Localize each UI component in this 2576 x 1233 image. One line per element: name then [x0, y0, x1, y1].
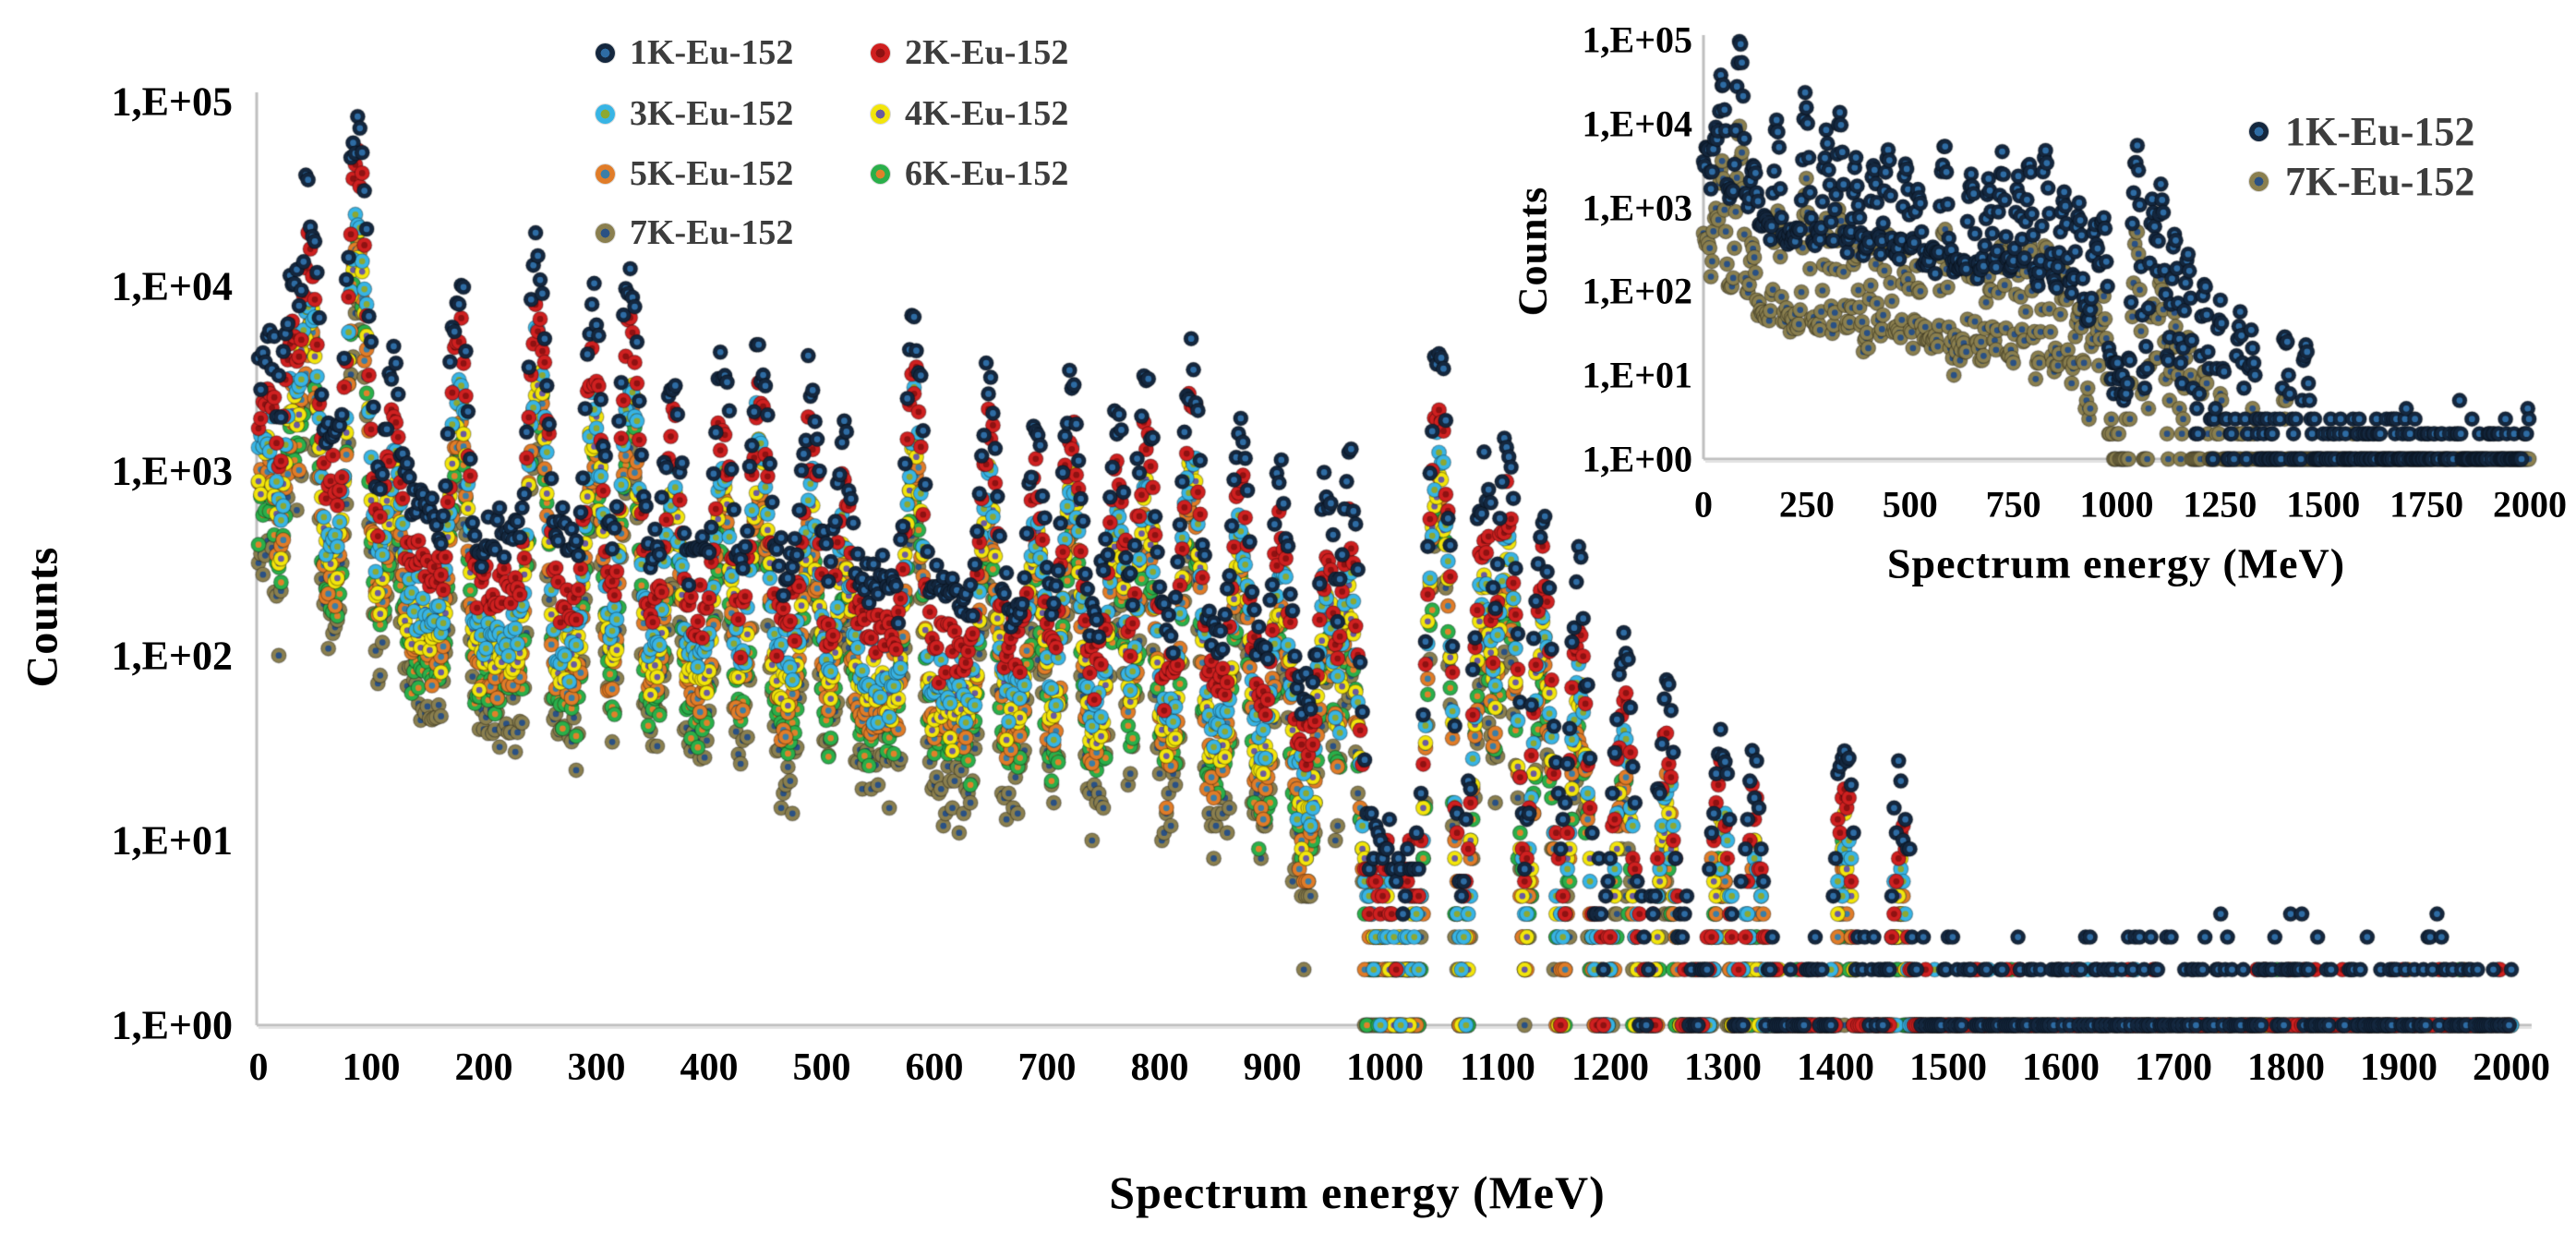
main-x-tick-label: 100: [342, 1046, 401, 1089]
inset-x-axis-title: Spectrum energy (MeV): [1886, 539, 2346, 587]
inset-x-tick-label: 2000: [2493, 483, 2567, 526]
legend-item-2k: 2K-Eu-152: [871, 30, 1068, 75]
main-y-axis-title: Counts: [18, 546, 67, 688]
main-x-tick-label: 1200: [1571, 1046, 1649, 1089]
inset-y-tick-label: 1,E+01: [1582, 354, 1692, 396]
series-marker-icon: [2249, 121, 2269, 141]
main-x-tick-label: 1900: [2360, 1046, 2438, 1089]
main-y-tick-label: 1,E+01: [111, 817, 233, 864]
main-x-tick-label: 0: [248, 1046, 269, 1089]
legend-label: 7K-Eu-152: [2285, 158, 2475, 204]
inset-y-tick-label: 1,E+04: [1582, 103, 1692, 145]
legend-item-5k: 5K-Eu-152: [596, 151, 793, 196]
legend-item-3k: 3K-Eu-152: [596, 91, 793, 136]
legend-label: 7K-Eu-152: [630, 213, 794, 252]
inset-legend-item-1k: 1K-Eu-152: [2249, 108, 2475, 154]
main-x-axis-title: Spectrum energy (MeV): [1109, 1167, 1606, 1218]
series-marker-icon: [596, 42, 615, 63]
inset-x-tick-label: 1750: [2389, 483, 2464, 526]
series-marker-icon: [871, 163, 890, 184]
legend-label: 4K-Eu-152: [905, 94, 1069, 133]
legend-label: 3K-Eu-152: [630, 94, 794, 133]
inset-y-tick-label: 1,E+05: [1582, 18, 1692, 61]
inset-y-tick-label: 1,E+00: [1582, 438, 1692, 480]
inset-y-axis-title: Counts: [1510, 186, 1556, 317]
main-y-tick-label: 1,E+00: [111, 1002, 233, 1048]
series-marker-icon: [596, 103, 615, 124]
legend-label: 2K-Eu-152: [905, 33, 1069, 72]
legend-label: 5K-Eu-152: [630, 154, 794, 193]
legend-item-1k: 1K-Eu-152: [596, 30, 793, 75]
legend-item-7k: 7K-Eu-152: [596, 211, 793, 255]
main-x-tick-label: 600: [905, 1046, 964, 1089]
legend-label: 1K-Eu-152: [630, 33, 794, 72]
series-marker-icon: [871, 103, 890, 124]
main-x-tick-label: 900: [1243, 1046, 1302, 1089]
main-x-tick-label: 1000: [1346, 1046, 1424, 1089]
legend-item-4k: 4K-Eu-152: [871, 91, 1068, 136]
main-y-tick-label: 1,E+05: [111, 79, 233, 125]
inset-x-tick-label: 0: [1694, 483, 1713, 526]
main-x-tick-label: 500: [792, 1046, 851, 1089]
inset-x-tick-label: 1500: [2286, 483, 2361, 526]
main-x-tick-label: 300: [567, 1046, 626, 1089]
series-marker-icon: [596, 223, 615, 243]
inset-x-tick-label: 250: [1778, 483, 1835, 526]
main-x-tick-label: 800: [1130, 1046, 1189, 1089]
main-x-tick-label: 1400: [1797, 1046, 1874, 1089]
legend-item-6k: 6K-Eu-152: [871, 151, 1068, 196]
main-x-tick-label: 2000: [2473, 1046, 2550, 1089]
legend-label: 1K-Eu-152: [2285, 108, 2475, 154]
main-x-tick-label: 1600: [2022, 1046, 2100, 1089]
main-x-tick-label: 400: [680, 1046, 739, 1089]
inset-x-tick-label: 1250: [2183, 483, 2257, 526]
series-marker-icon: [871, 42, 890, 63]
main-x-tick-label: 1100: [1460, 1046, 1535, 1089]
main-x-tick-label: 1500: [1909, 1046, 1987, 1089]
main-y-tick-label: 1,E+02: [111, 633, 233, 679]
inset-x-tick-label: 750: [1985, 483, 2041, 526]
inset-x-tick-label: 1000: [2079, 483, 2154, 526]
inset-y-tick-label: 1,E+02: [1582, 270, 1692, 312]
series-marker-icon: [2249, 171, 2269, 191]
main-x-tick-label: 1300: [1684, 1046, 1762, 1089]
main-x-tick-label: 700: [1017, 1046, 1077, 1089]
main-x-tick-label: 200: [454, 1046, 513, 1089]
inset-legend-item-7k: 7K-Eu-152: [2249, 158, 2475, 204]
series-marker-icon: [596, 163, 615, 184]
inset-y-tick-label: 1,E+03: [1582, 187, 1692, 229]
main-x-tick-label: 1800: [2247, 1046, 2325, 1089]
main-x-tick-label: 1700: [2135, 1046, 2212, 1089]
legend-label: 6K-Eu-152: [905, 154, 1069, 193]
main-y-tick-label: 1,E+03: [111, 448, 233, 494]
inset-x-tick-label: 500: [1882, 483, 1938, 526]
main-y-tick-label: 1,E+04: [111, 263, 233, 309]
